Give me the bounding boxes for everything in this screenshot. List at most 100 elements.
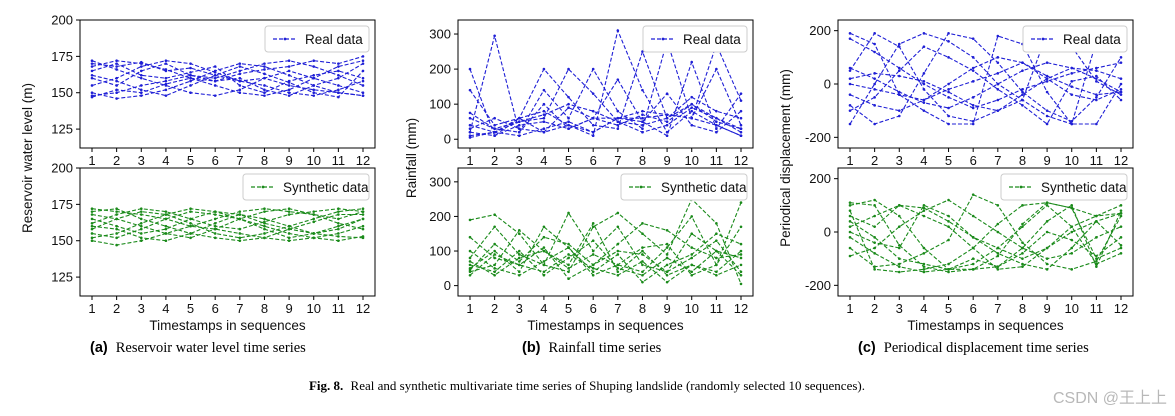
x-tick-label: 8 (261, 153, 268, 168)
data-point-s7-7 (996, 268, 1000, 271)
data-point-s4-4 (164, 62, 168, 65)
series-line-s4 (91, 208, 364, 239)
axes-frame (457, 19, 754, 149)
x-tick-label: 11 (332, 301, 346, 316)
data-point-s5-8 (263, 76, 266, 80)
x-tick-label: 12 (356, 301, 370, 316)
data-point-s7-11 (1095, 69, 1098, 72)
data-point-s5-7 (616, 242, 620, 246)
data-point-s4-6 (213, 232, 217, 235)
data-point-s8-10 (690, 116, 694, 120)
data-point-s1-12 (1119, 82, 1123, 86)
x-tick-label: 9 (663, 153, 670, 168)
series-line-s7 (91, 60, 364, 97)
data-point-s3-2 (493, 123, 496, 127)
data-point-s2-11 (337, 62, 340, 65)
data-point-s2-2 (493, 34, 496, 38)
data-point-s1-1 (468, 67, 472, 71)
data-point-s10-4 (922, 206, 926, 210)
legend-label: Real data (683, 32, 741, 47)
data-point-s3-3 (897, 42, 901, 46)
x-tick-label: 6 (212, 301, 219, 316)
data-point-s1-2 (115, 210, 118, 213)
x-tick-label: 7 (614, 153, 621, 168)
data-point-s8-12 (361, 79, 365, 83)
data-point-s5-6 (213, 94, 217, 97)
data-point-s3-4 (922, 32, 926, 35)
data-point-s6-10 (312, 84, 316, 87)
data-point-s7-10 (312, 76, 316, 80)
data-point-s10-1 (848, 66, 852, 70)
data-point-s1-1 (90, 207, 94, 211)
data-point-s5-11 (715, 256, 718, 260)
data-point-s6-4 (164, 217, 168, 221)
legend-box (1022, 25, 1128, 53)
data-point-s5-12 (1119, 98, 1123, 102)
data-point-s9-12 (1119, 225, 1123, 228)
data-point-s5-8 (1021, 241, 1024, 244)
data-point-s2-5 (947, 262, 950, 266)
y-tick-label: 0 (444, 278, 451, 293)
data-point-s10-9 (665, 270, 669, 274)
data-point-s5-4 (922, 45, 926, 48)
x-tick-label: 11 (1090, 153, 1104, 168)
data-point-s6-6 (213, 213, 217, 216)
data-point-s7-12 (361, 210, 365, 213)
data-point-s3-10 (690, 256, 694, 260)
x-tick-label: 10 (1064, 301, 1078, 316)
data-point-s10-12 (739, 116, 743, 120)
data-point-s6-11 (1095, 93, 1098, 96)
data-point-s5-10 (690, 106, 694, 109)
data-point-s8-4 (542, 270, 546, 274)
data-point-s7-2 (115, 213, 118, 216)
data-point-s9-5 (947, 198, 950, 202)
data-point-s8-10 (312, 213, 316, 216)
data-point-s10-9 (287, 81, 291, 84)
data-point-s9-4 (164, 213, 168, 216)
x-tick-label: 9 (285, 153, 292, 168)
data-point-s10-7 (238, 65, 242, 68)
data-point-s10-9 (287, 224, 291, 228)
data-point-s6-2 (115, 236, 118, 240)
x-tick-label: 4 (540, 153, 547, 168)
data-point-s5-2 (115, 207, 118, 211)
series-line-s10 (91, 213, 364, 242)
data-point-s9-6 (213, 210, 217, 213)
data-point-s10-8 (641, 253, 644, 256)
data-point-s8-10 (1070, 93, 1074, 96)
data-point-s8-4 (922, 204, 926, 207)
data-point-s7-1 (90, 221, 94, 225)
data-point-s10-10 (690, 95, 694, 99)
data-point-s9-3 (139, 221, 143, 225)
data-point-s1-7 (616, 29, 620, 32)
legend-box (642, 25, 748, 53)
data-point-s7-7 (996, 109, 1000, 112)
data-point-s1-9 (1045, 90, 1049, 94)
x-tick-label: 7 (994, 301, 1001, 316)
data-point-s8-1 (90, 84, 94, 87)
data-point-s2-9 (665, 246, 669, 249)
data-point-s7-5 (947, 90, 950, 94)
data-point-s8-8 (641, 260, 644, 263)
data-point-s2-6 (591, 273, 595, 277)
x-tick-label: 3 (138, 301, 145, 316)
data-point-s10-12 (739, 256, 743, 260)
data-point-s7-7 (238, 91, 242, 95)
series-line-s10 (469, 232, 742, 273)
data-point-s9-9 (287, 59, 291, 63)
series-line-s1 (849, 202, 1122, 273)
data-point-s8-2 (493, 253, 496, 256)
data-point-s7-5 (189, 76, 192, 80)
data-point-s4-11 (1095, 254, 1098, 258)
x-tick-label: 3 (138, 153, 145, 168)
data-point-s2-2 (115, 243, 118, 247)
data-point-s1-2 (115, 65, 118, 68)
data-point-s9-8 (1021, 246, 1024, 250)
data-point-s8-9 (665, 113, 669, 116)
x-tick-label: 1 (88, 301, 95, 316)
data-point-s2-10 (690, 215, 694, 218)
data-point-s9-2 (115, 91, 118, 95)
data-point-s9-9 (665, 120, 669, 123)
